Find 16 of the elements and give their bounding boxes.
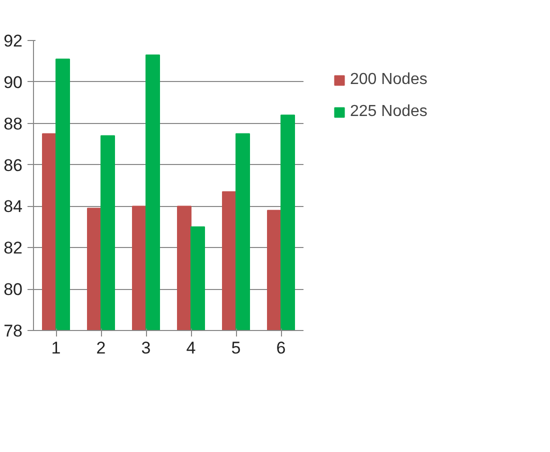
y-tick-label: 88 [4, 114, 23, 134]
legend-label: 200 Nodes [350, 70, 428, 90]
x-tick-label: 5 [231, 338, 241, 358]
x-tick-label: 1 [51, 338, 61, 358]
legend-label: 225 Nodes [350, 102, 428, 122]
y-tick-label: 80 [4, 280, 23, 300]
x-tick-label: 6 [276, 338, 286, 358]
y-tick-label: 82 [4, 238, 23, 258]
y-tick-label: 86 [4, 156, 23, 175]
x-tick-label: 3 [141, 338, 151, 358]
y-tick-label: 84 [4, 197, 23, 216]
x-tick-label: 4 [186, 338, 196, 358]
y-tick-label: 78 [4, 322, 23, 340]
y-tick-label: 90 [4, 72, 23, 92]
y-tick-label: 92 [4, 32, 23, 50]
x-tick-label: 2 [96, 338, 106, 358]
